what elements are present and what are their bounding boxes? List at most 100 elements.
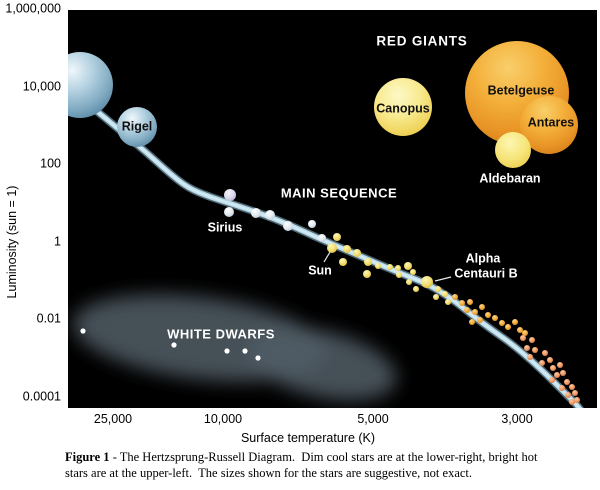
main-sequence-star-dot [433, 294, 439, 300]
main-sequence-star-dot [574, 397, 580, 403]
main-sequence-star-dot [492, 315, 498, 321]
plot-contents: RED GIANTS MAIN SEQUENCE WHITE DWARFS Siriu… [68, 34, 584, 408]
y-tick-0-01: 0.01 [37, 312, 61, 326]
caption-line-2: stars are at the upper-left. The sizes s… [65, 465, 473, 480]
label-main-sequence: MAIN SEQUENCE [281, 186, 397, 201]
main-sequence-star-dot [557, 362, 563, 368]
main-sequence-star-dot [499, 320, 505, 326]
label-sun: Sun [308, 264, 332, 278]
main-sequence-star-dot [572, 390, 578, 396]
caption-line-1: Figure 1 - The Hertzsprung-Russell Diagr… [65, 450, 575, 466]
white-dwarf-dot [80, 328, 86, 334]
main-sequence-star-dot [560, 370, 566, 376]
label-antares: Antares [528, 116, 575, 130]
y-tick-1: 1 [54, 235, 61, 249]
white-dwarfs-blob [247, 327, 397, 401]
main-sequence-star-dot [353, 249, 361, 257]
main-sequence-star-dot [224, 189, 236, 201]
main-sequence-star-dot [520, 335, 526, 341]
label-sirius: Sirius [208, 221, 243, 235]
main-sequence-star-dot [524, 345, 530, 351]
caption-line1-text: - The Hertzsprung-Russell Diagram. Dim c… [109, 450, 538, 464]
white-dwarfs-region [72, 294, 397, 401]
main-sequence-star-dot [472, 309, 478, 315]
x-tick-10-000: 10,000 [204, 412, 242, 426]
main-sequence-star-dot [364, 258, 372, 266]
main-sequence-star-dot [550, 365, 556, 371]
alpha-centauri-b-pointer-line [434, 276, 452, 282]
main-sequence-star-dot [363, 270, 371, 278]
main-sequence-star-dot [565, 392, 571, 398]
main-sequence-star-dot [265, 210, 275, 220]
main-sequence-star-dot [251, 208, 261, 218]
x-tick-25-000: 25,000 [94, 412, 132, 426]
main-sequence-star-dot [339, 258, 347, 266]
main-sequence-star-dot [452, 294, 458, 300]
star-canopus [374, 78, 432, 136]
main-sequence-star-dot [569, 384, 575, 390]
main-sequence-star-dot [527, 354, 533, 360]
white-dwarf-dot [171, 342, 177, 348]
figure-caption: Figure 1 - The Hertzsprung-Russell Diagr… [65, 450, 575, 481]
main-sequence-star-dot [522, 330, 528, 336]
main-sequence-star-dot [464, 307, 470, 313]
main-sequence-star-dot [308, 220, 316, 228]
main-sequence-star-dot [387, 264, 393, 270]
main-sequence-star-dot [477, 317, 483, 323]
main-sequence-star-dot [327, 243, 337, 253]
main-sequence-star-dot [410, 269, 416, 275]
main-sequence-star-dot [459, 300, 465, 306]
main-sequence-star-dot [421, 276, 433, 288]
label-betelgeuse: Betelgeuse [488, 84, 555, 98]
main-sequence-star-dot [395, 265, 401, 271]
x-axis-title: Surface temperature (K) [241, 431, 375, 445]
label-rigel: Rigel [122, 120, 153, 134]
figure-label: Figure 1 [65, 450, 110, 464]
label-alpha: Alpha [466, 252, 502, 266]
main-sequence-star-dot [224, 207, 234, 217]
white-dwarf-dot [224, 348, 230, 354]
y-tick-10-000: 10,000 [23, 80, 61, 94]
hr-diagram-chart: RED GIANTS MAIN SEQUENCE WHITE DWARFS Siriu… [5, 2, 597, 445]
white-dwarf-dot [255, 355, 261, 361]
main-sequence-star-dot [406, 279, 412, 285]
y-tick-100: 100 [40, 157, 61, 171]
main-sequence-star-dot [564, 379, 570, 385]
sun-pointer-line [323, 251, 331, 263]
main-sequence-star-dot [539, 360, 545, 366]
label-red-giants: RED GIANTS [376, 34, 467, 49]
x-tick-5-000: 5,000 [357, 412, 388, 426]
main-sequence-star-dot [559, 385, 565, 391]
star-blue-giant-unlabeled [68, 52, 113, 118]
main-sequence-star-dot [404, 262, 412, 270]
star-rigel [117, 107, 157, 147]
x-tick-3-000: 3,000 [501, 412, 532, 426]
main-sequence-star-dot [435, 286, 441, 292]
main-sequence-star-dot [512, 319, 518, 325]
main-sequence-star-dot [529, 337, 535, 343]
main-sequence-star-dot [467, 299, 473, 305]
y-tick-0-0001: 0.0001 [23, 390, 61, 404]
star-aldebaran [495, 132, 531, 168]
main-sequence-star-dot [479, 304, 485, 310]
main-sequence-star-dot [343, 245, 351, 253]
star-antares [520, 96, 578, 154]
main-sequence-star-dot [517, 327, 523, 333]
label-white-dwarfs: WHITE DWARFS [167, 327, 275, 342]
main-sequence-star-dot [469, 319, 475, 325]
main-sequence-star-dot [485, 312, 491, 318]
main-sequence-star-dot [542, 350, 548, 356]
label-canopus: Canopus [376, 102, 430, 116]
main-sequence-star-dot [283, 221, 293, 231]
main-sequence-star-dot [333, 233, 341, 241]
main-sequence-star-dot [554, 372, 560, 378]
y-axis-title: Luminosity (sun = 1) [5, 186, 19, 299]
main-sequence-star-dot [318, 234, 326, 242]
white-dwarf-dot [242, 348, 248, 354]
main-sequence-star-dot [375, 263, 381, 269]
label-aldebaran: Aldebaran [479, 172, 540, 186]
main-sequence-star-dot [549, 377, 555, 383]
main-sequence-star-dot [532, 347, 538, 353]
main-sequence-star-dot [442, 291, 448, 297]
